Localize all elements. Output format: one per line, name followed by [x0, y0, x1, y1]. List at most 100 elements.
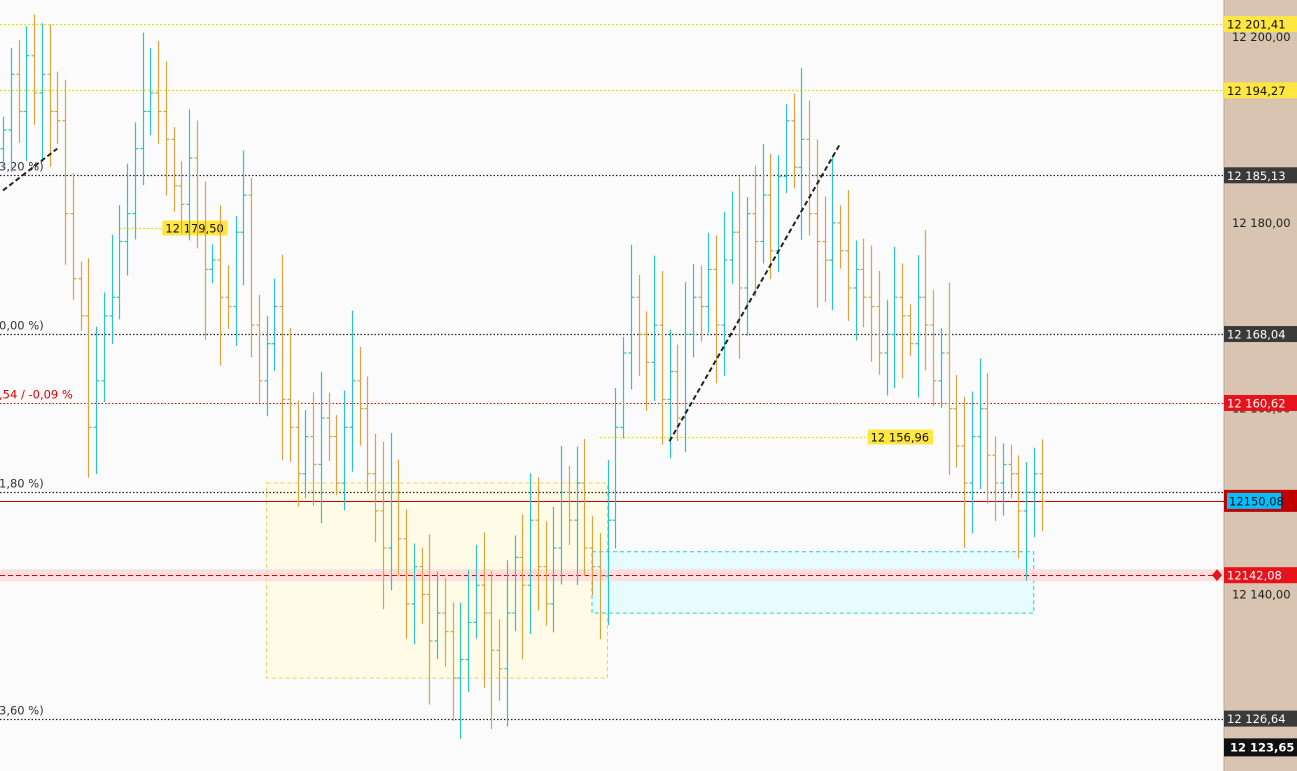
ohlc-bar	[310, 392, 317, 506]
ohlc-bar	[333, 415, 340, 495]
level-label-text-0: 12 179,50	[165, 222, 224, 236]
ohlc-bar	[349, 310, 356, 472]
ohlc-bar	[450, 602, 457, 721]
ohlc-bar	[636, 274, 643, 376]
ohlc-bar	[419, 547, 426, 624]
ohlc-bar	[504, 560, 511, 727]
ohlc-bar	[256, 295, 263, 403]
ohlc-bar	[248, 177, 255, 358]
level-left-label-4: ,54 / -0,09 %	[0, 388, 73, 402]
level-left-label-3: 0,00 %)	[0, 319, 44, 333]
ohlc-bar	[233, 216, 240, 346]
ohlc-bar	[0, 116, 7, 169]
ohlc-bar	[364, 376, 371, 493]
ohlc-bar	[806, 100, 813, 236]
axis-tag-black-3-text: 12 168,04	[1227, 328, 1286, 342]
ohlc-bar	[178, 161, 185, 234]
axis-tag-red-4-text: 12 160,62	[1227, 396, 1286, 410]
ohlc-bar	[519, 514, 526, 660]
axis-tag-alert-6-bg	[1224, 567, 1297, 584]
axis-tick-label-3: 12 140,00	[1232, 588, 1291, 602]
ohlc-bar	[39, 23, 46, 163]
trendline-1	[668, 143, 841, 442]
ohlc-bar	[496, 619, 503, 701]
ohlc-bar	[829, 155, 836, 311]
ohlc-bar	[558, 445, 565, 585]
ohlc-bar	[643, 311, 650, 411]
level-left-label-7: 3,60 %)	[0, 704, 44, 718]
ohlc-bar	[605, 459, 612, 626]
ohlc-bar	[674, 344, 681, 442]
ohlc-bar	[326, 392, 333, 462]
ohlc-bar	[744, 197, 751, 336]
ohlc-bar	[597, 533, 604, 640]
ohlc-bar	[209, 244, 216, 284]
ohlc-bar	[581, 438, 588, 576]
ohlc-bar	[395, 459, 402, 576]
ohlc-bar	[961, 396, 968, 548]
ohlc-bar	[442, 577, 449, 667]
axis-tag-yellow-0-text: 12 201,41	[1227, 18, 1286, 32]
axis-tag-black-2-text: 12 185,13	[1227, 169, 1286, 183]
ohlc-bar	[8, 47, 15, 173]
ohlc-bar	[473, 545, 480, 639]
ohlc-bar	[202, 181, 209, 340]
ohlc-bar	[380, 441, 387, 610]
ohlc-bar	[907, 304, 914, 356]
ohlc-bar	[403, 509, 410, 639]
ohlc-bar	[915, 255, 922, 398]
ohlc-bar	[713, 235, 720, 384]
ohlc-bar	[922, 229, 929, 371]
axis-tag-black-7-text: 12 126,64	[1227, 712, 1286, 726]
ohlc-bar	[54, 71, 61, 144]
ohlc-bar	[1031, 447, 1038, 537]
bottom-price-tag-text: 12 123,65	[1230, 740, 1294, 754]
ohlc-bar	[287, 328, 294, 462]
ohlc-bar	[853, 240, 860, 341]
ohlc-bar	[527, 473, 534, 634]
ohlc-bar	[1015, 455, 1022, 559]
plot-background	[0, 0, 1224, 771]
ohlc-bar	[264, 316, 271, 417]
ohlc-bar	[566, 465, 573, 545]
axis-tag-yellow-1-text: 12 194,27	[1227, 84, 1286, 98]
ohlc-bar	[760, 143, 767, 264]
ohlc-bar	[884, 300, 891, 396]
ohlc-bar	[550, 506, 557, 633]
ohlc-bar	[729, 191, 736, 284]
ohlc-bar	[876, 270, 883, 375]
ohlc-bar	[1039, 439, 1046, 532]
level-left-label-5: 1,80 %)	[0, 477, 44, 491]
ohlc-bar	[977, 358, 984, 489]
ohlc-bar	[651, 255, 658, 401]
cyan-zone	[591, 551, 1035, 614]
price-tags-layer: 12 201,41 12 194,27 12 185,13 12 168,04 12 1…	[1212, 16, 1297, 757]
ohlc-bar	[814, 139, 821, 308]
ohlc-bar	[279, 254, 286, 461]
ohlc-bar	[721, 211, 728, 377]
ohlc-bar	[783, 104, 790, 194]
ohlc-bar	[318, 371, 325, 524]
ohlc-bar	[698, 265, 705, 342]
trendline-0	[2, 147, 58, 192]
ohlc-bar	[667, 329, 674, 459]
ohlc-bar	[690, 264, 697, 358]
ohlc-bar	[543, 521, 550, 626]
ohlc-bar	[171, 127, 178, 212]
price-axis-panel[interactable]	[1224, 0, 1297, 771]
ohlc-bar	[705, 232, 712, 333]
ohlc-bar	[240, 150, 247, 286]
axis-tag-alert-6-text: 12142,08	[1227, 569, 1282, 583]
axis-tag-yellow-1-bg	[1224, 82, 1297, 99]
level-label-bg-1	[867, 429, 933, 445]
axis-tag-black-3-bg	[1224, 326, 1297, 343]
ohlc-bar	[837, 205, 844, 269]
ohlc-bar	[791, 93, 798, 189]
ohlc-bar	[426, 534, 433, 705]
ohlc-bar	[271, 278, 278, 371]
ohlc-bar	[23, 26, 30, 162]
ohlc-bar	[302, 410, 309, 499]
ohlc-bar	[574, 446, 581, 585]
ohlc-bar	[1023, 462, 1030, 581]
